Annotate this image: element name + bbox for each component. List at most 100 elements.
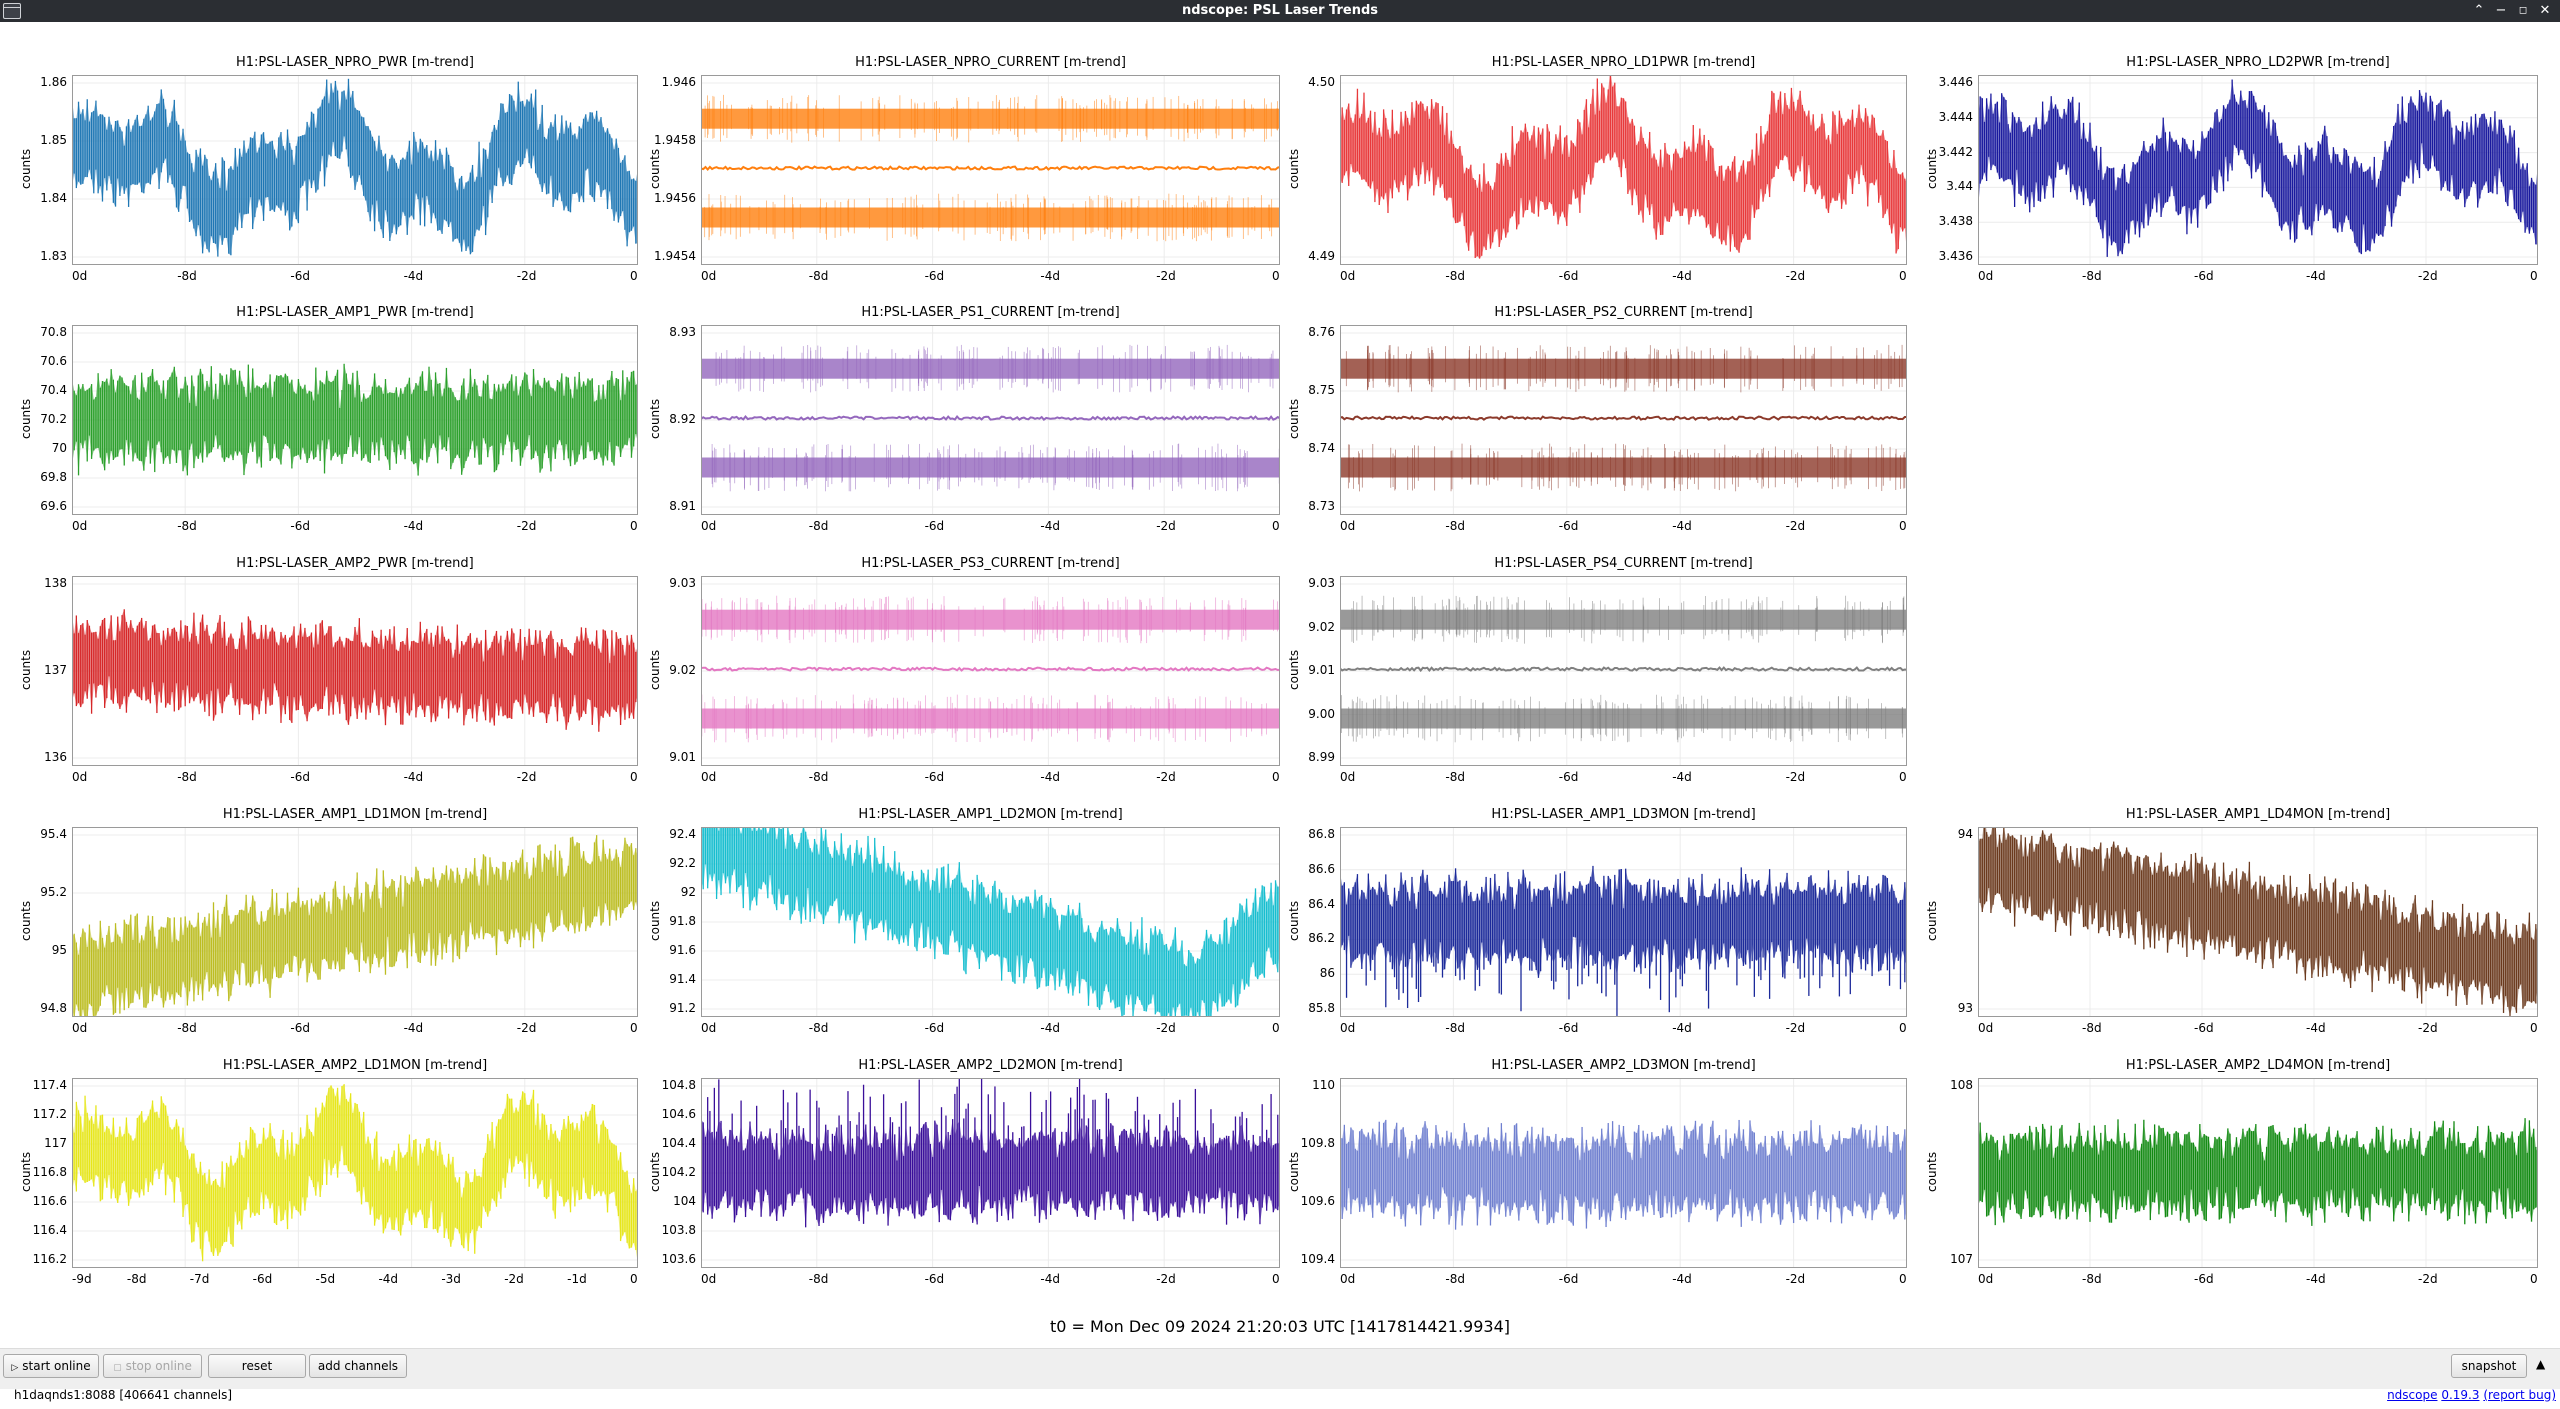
x-tick-label: -8d bbox=[1445, 269, 1465, 283]
y-axis-label: counts bbox=[648, 148, 662, 189]
x-tick-label: -8d bbox=[2082, 1021, 2102, 1035]
plot-title: H1:PSL-LASER_AMP1_LD3MON [m-trend] bbox=[1491, 807, 1756, 822]
y-tick-label: 8.93 bbox=[669, 325, 696, 339]
x-tick-label: -6d bbox=[1558, 519, 1579, 533]
x-tick-label: -6d bbox=[924, 269, 945, 283]
plot-frame bbox=[72, 576, 638, 766]
window-menu-icon[interactable] bbox=[3, 3, 21, 19]
x-tick-label: 0 bbox=[1899, 1272, 1907, 1286]
y-tick-label: 103.8 bbox=[661, 1223, 696, 1237]
plot-area[interactable] bbox=[72, 576, 638, 766]
plot-area[interactable] bbox=[1978, 75, 2538, 265]
plot-area[interactable] bbox=[1340, 1078, 1907, 1268]
plot-area[interactable] bbox=[701, 827, 1280, 1017]
plot-area[interactable] bbox=[1340, 576, 1907, 766]
y-axis-label: counts bbox=[1287, 148, 1301, 189]
x-tick-label: -4d bbox=[2306, 1021, 2326, 1035]
plot-frame bbox=[701, 325, 1280, 515]
y-axis-label: counts bbox=[19, 148, 33, 189]
plot-area[interactable] bbox=[72, 1078, 638, 1268]
x-tick-label: -8d bbox=[177, 519, 197, 533]
trace bbox=[701, 344, 1280, 492]
trace bbox=[701, 595, 1280, 743]
x-tick-label: 0d bbox=[1978, 1272, 1994, 1286]
y-tick-label: 86.6 bbox=[1308, 861, 1335, 876]
plot-area[interactable] bbox=[701, 75, 1280, 265]
x-tick-label: -8d bbox=[2082, 1272, 2102, 1286]
trace bbox=[701, 94, 1280, 242]
plot-area[interactable] bbox=[1978, 1078, 2538, 1268]
x-tick-label: 0d bbox=[1340, 1021, 1356, 1035]
x-tick-label: -8d bbox=[808, 519, 829, 533]
trace bbox=[1340, 344, 1907, 492]
plot-title: H1:PSL-LASER_AMP1_LD4MON [m-trend] bbox=[2125, 807, 2391, 822]
x-tick-label: -8d bbox=[808, 1272, 829, 1286]
y-tick-label: 4.50 bbox=[1308, 75, 1335, 89]
snapshot-button[interactable]: snapshot bbox=[2451, 1354, 2527, 1378]
y-tick-label: 8.92 bbox=[669, 412, 696, 426]
x-tick-label: -4d bbox=[1040, 519, 1060, 533]
version-info: ndscope 0.19.3 (report bug) bbox=[2387, 1388, 2556, 1402]
plot-area[interactable] bbox=[701, 1078, 1280, 1268]
t0-label: t0 = Mon Dec 09 2024 21:20:03 UTC [14178… bbox=[1050, 1317, 1510, 1336]
plot-area[interactable] bbox=[1978, 827, 2538, 1017]
plot-area[interactable] bbox=[72, 75, 638, 265]
x-tick-label: -8d bbox=[808, 269, 829, 283]
y-tick-label: 9.01 bbox=[669, 750, 696, 764]
plot-area[interactable] bbox=[1340, 325, 1907, 515]
plot-frame bbox=[1340, 576, 1907, 766]
x-tick-label: -4d bbox=[403, 519, 424, 533]
minimize-icon[interactable]: ⌃ bbox=[2473, 3, 2485, 18]
y-axis-label: counts bbox=[1925, 900, 1939, 941]
maximize-icon[interactable]: − bbox=[2495, 3, 2507, 18]
x-tick-label: -4d bbox=[1672, 519, 1692, 533]
x-tick-label: -8d bbox=[808, 1021, 829, 1035]
stop-online-button[interactable]: ▢ stop online bbox=[103, 1354, 202, 1378]
y-tick-label: 9.02 bbox=[1308, 619, 1335, 634]
report-bug-link[interactable]: (report bug) bbox=[2483, 1388, 2556, 1402]
add-channels-button[interactable]: add channels bbox=[309, 1354, 407, 1378]
y-tick-label: 136 bbox=[44, 750, 67, 764]
reset-button[interactable]: reset bbox=[208, 1354, 306, 1378]
x-tick-label: -6d bbox=[924, 519, 945, 533]
plot-area[interactable] bbox=[72, 325, 638, 515]
plot-area[interactable] bbox=[72, 827, 638, 1017]
y-tick-label: 86.8 bbox=[1308, 827, 1335, 841]
y-tick-label: 9.01 bbox=[1308, 663, 1335, 677]
x-tick-label: -4d bbox=[1040, 770, 1060, 784]
plot-frame bbox=[701, 576, 1280, 766]
play-icon: ▷ bbox=[11, 1363, 19, 1373]
x-tick-label: 0d bbox=[72, 519, 88, 533]
version-link[interactable]: 0.19.3 bbox=[2441, 1388, 2480, 1402]
start-online-button[interactable]: ▷ start online bbox=[3, 1354, 99, 1378]
y-tick-label: 9.00 bbox=[1308, 706, 1335, 721]
plot-title: H1:PSL-LASER_PS2_CURRENT [m-trend] bbox=[1494, 305, 1753, 320]
plot-area[interactable] bbox=[701, 325, 1280, 515]
y-tick-label: 86.4 bbox=[1308, 896, 1335, 911]
x-tick-label: 0 bbox=[1899, 1021, 1907, 1035]
plot-title: H1:PSL-LASER_NPRO_PWR [m-trend] bbox=[236, 55, 474, 70]
x-tick-label: -2d bbox=[516, 770, 537, 784]
x-tick-label: -2d bbox=[516, 519, 537, 533]
y-tick-label: 4.49 bbox=[1308, 249, 1335, 263]
trace bbox=[72, 1084, 638, 1265]
x-tick-label: 0 bbox=[630, 519, 638, 533]
plot-area[interactable] bbox=[1340, 75, 1907, 265]
y-tick-label: 116.2 bbox=[32, 1252, 67, 1266]
x-tick-label: 0 bbox=[2530, 1021, 2538, 1035]
y-tick-label: 104 bbox=[673, 1194, 696, 1208]
x-tick-label: -4d bbox=[2306, 269, 2326, 283]
x-tick-label: -6d bbox=[2194, 269, 2214, 283]
y-tick-label: 92.2 bbox=[669, 856, 696, 870]
y-tick-label: 138 bbox=[44, 576, 67, 590]
collapse-toolbar-icon[interactable]: ▲ bbox=[2536, 1357, 2546, 1371]
plot-area[interactable] bbox=[1340, 827, 1907, 1017]
y-tick-label: 70.6 bbox=[40, 354, 67, 368]
restore-icon[interactable]: ◻ bbox=[2518, 5, 2528, 16]
y-tick-label: 70.8 bbox=[40, 325, 67, 339]
plot-area[interactable] bbox=[701, 576, 1280, 766]
y-tick-label: 91.8 bbox=[669, 914, 696, 928]
close-icon[interactable]: ✕ bbox=[2539, 3, 2551, 18]
ndscope-link[interactable]: ndscope bbox=[2387, 1388, 2438, 1402]
y-tick-label: 104.8 bbox=[661, 1078, 696, 1092]
